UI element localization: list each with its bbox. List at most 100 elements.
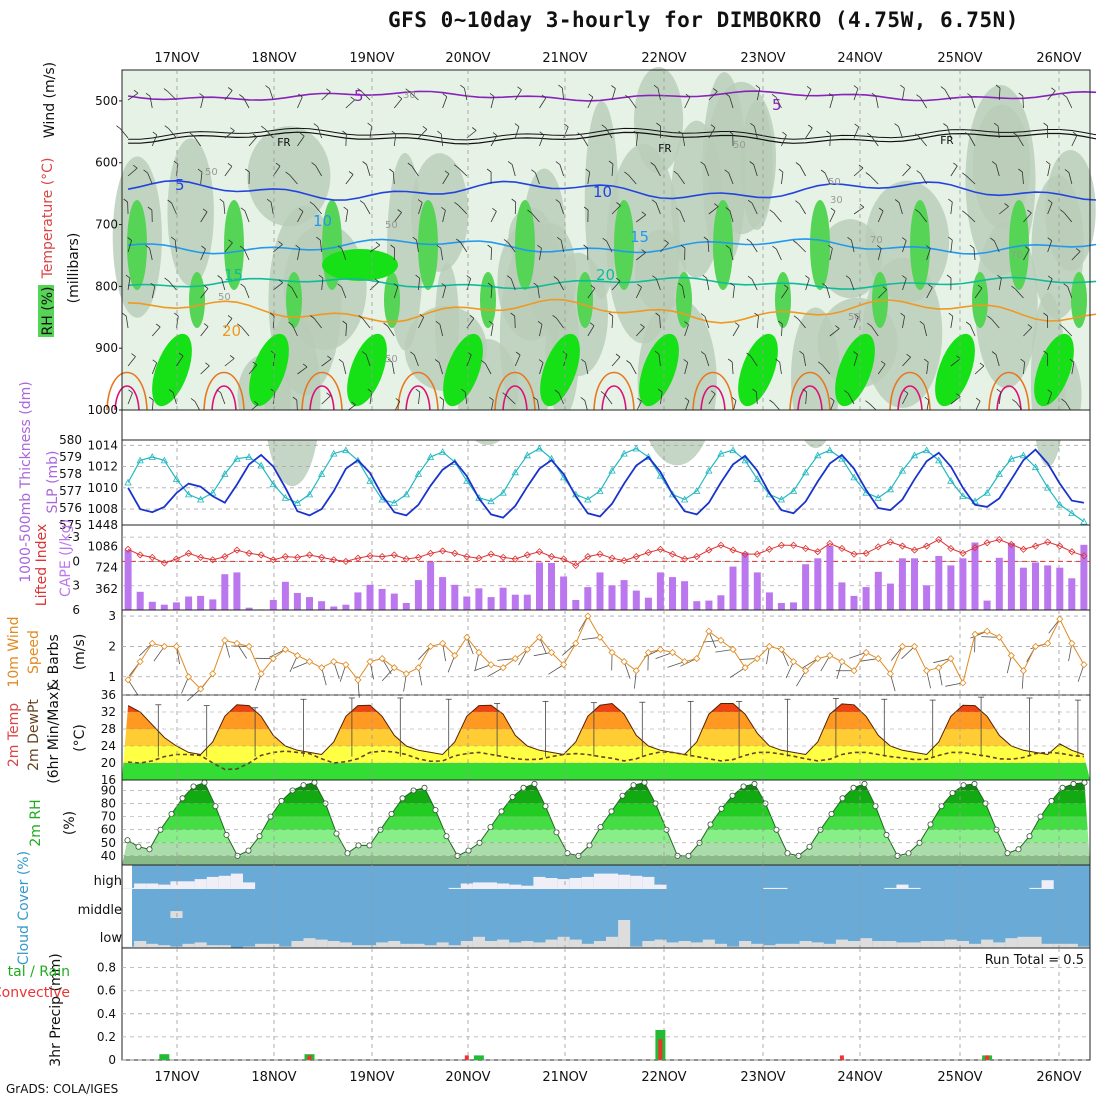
date-label-top: 26NOV bbox=[1036, 51, 1081, 66]
wind-barb-flag bbox=[845, 275, 851, 280]
cloud-bar-low bbox=[364, 945, 377, 948]
thickness-tick-label: 579 bbox=[59, 450, 82, 464]
wind-barb bbox=[1022, 95, 1024, 109]
wind-barb-flag bbox=[132, 164, 138, 169]
precip-total-bar bbox=[473, 1055, 484, 1060]
rh-marker bbox=[597, 824, 604, 831]
wind-barb-flag bbox=[292, 396, 298, 401]
wind10m-marker bbox=[1019, 667, 1028, 675]
wind-barb bbox=[657, 88, 661, 101]
wind10m-marker bbox=[366, 658, 374, 666]
wind-barb-flag bbox=[460, 388, 466, 393]
cape-bar bbox=[741, 552, 749, 610]
wind-barb-flag bbox=[948, 198, 953, 203]
rh-band bbox=[122, 855, 1090, 865]
wind-barb bbox=[708, 91, 718, 101]
cloud-bar-low bbox=[993, 942, 1006, 948]
wind10m-marker bbox=[632, 667, 640, 675]
cape-bar bbox=[523, 594, 531, 610]
wind-barb-flag bbox=[393, 283, 399, 287]
wind-barb-flag bbox=[342, 320, 347, 325]
wind10m-marker bbox=[342, 661, 350, 669]
cloud-bar-high bbox=[122, 887, 135, 889]
wind-barb bbox=[1023, 362, 1025, 375]
wind-barb-flag bbox=[640, 323, 645, 328]
wind-barb-flag bbox=[342, 130, 347, 135]
cape-li-axes: 1448 1086 724 362 -3 0 3 6 bbox=[68, 518, 118, 617]
wind-barb bbox=[167, 91, 177, 101]
wind10m-barb bbox=[933, 658, 951, 664]
cape-bar bbox=[753, 572, 761, 610]
cloud-bar-high bbox=[448, 887, 461, 889]
wind-barb bbox=[875, 96, 879, 109]
cape-bar bbox=[971, 542, 979, 610]
wind10m-marker bbox=[874, 655, 882, 663]
wind-barb-flag bbox=[466, 275, 471, 279]
rh-marker bbox=[1048, 797, 1055, 804]
lifted-index-marker bbox=[402, 555, 410, 563]
cloud-bar-high bbox=[206, 876, 219, 889]
wind10m-marker bbox=[584, 612, 592, 620]
wind-barb-flag bbox=[517, 86, 522, 91]
wind-barb bbox=[392, 171, 395, 185]
wind10m-marker bbox=[560, 661, 568, 669]
wind-barb-flag bbox=[975, 397, 981, 402]
lifted-index-marker bbox=[305, 551, 314, 559]
wind-barb bbox=[221, 278, 226, 291]
wind-barb-flag bbox=[217, 275, 222, 279]
wind-barb bbox=[581, 135, 589, 147]
wind-barb-flag bbox=[625, 94, 630, 99]
cloud-bar-high bbox=[485, 882, 498, 889]
wind-barb bbox=[342, 362, 347, 375]
cloud-bar-low bbox=[896, 942, 909, 948]
wind-barb bbox=[684, 362, 689, 375]
wind-barb-flag bbox=[829, 397, 835, 402]
wind-barb bbox=[539, 134, 545, 147]
rh-contour-label: 50 bbox=[218, 292, 231, 303]
wind10m-marker bbox=[1031, 642, 1040, 650]
wind-barb-flag bbox=[422, 125, 428, 130]
wind-barb bbox=[466, 354, 472, 367]
precip-tick-label: 0.6 bbox=[97, 984, 116, 998]
rh-high-fill bbox=[189, 272, 205, 328]
thickness-marker bbox=[148, 453, 156, 460]
wind-barb bbox=[200, 248, 206, 261]
rh-high-fill bbox=[738, 333, 778, 407]
lifted-index-marker bbox=[741, 550, 749, 558]
wind-barb-flag bbox=[637, 397, 642, 402]
rh-high-fill bbox=[384, 272, 400, 328]
wind-barb-flag bbox=[820, 169, 826, 174]
cloud-bar-low bbox=[1005, 938, 1018, 948]
date-label-top: 20NOV bbox=[445, 51, 490, 66]
wind-barb bbox=[490, 96, 495, 109]
rh-marker bbox=[168, 811, 175, 818]
cloud-bar-low bbox=[642, 941, 655, 948]
wind-barb-flag bbox=[202, 208, 208, 213]
wind-barb-flag bbox=[229, 355, 235, 359]
wind-barb-flag bbox=[515, 351, 521, 356]
temp-band bbox=[122, 703, 1090, 712]
cloud-bar-low bbox=[944, 939, 957, 948]
wind10m-barb bbox=[729, 667, 746, 678]
lifted-index-marker bbox=[995, 536, 1003, 544]
rh-high-fill bbox=[639, 333, 679, 407]
wind-barb-flag bbox=[700, 351, 706, 355]
wind-barb-flag bbox=[956, 393, 961, 397]
cloud-bar-low bbox=[1029, 936, 1042, 948]
wind-barb bbox=[127, 356, 136, 367]
wind-barb bbox=[539, 362, 544, 375]
contour-freezing-level bbox=[128, 131, 1097, 145]
lifted-index-marker bbox=[789, 541, 798, 549]
wind-barb bbox=[799, 165, 807, 177]
cape-bar bbox=[197, 595, 205, 610]
contour-wind-10 bbox=[128, 238, 1097, 255]
cloud-bar-low bbox=[787, 943, 800, 948]
wind-contour-label: 15 bbox=[630, 228, 649, 246]
wind-barb-flag bbox=[245, 168, 250, 173]
wind-barb bbox=[345, 174, 354, 185]
thickness-marker bbox=[378, 495, 386, 503]
lifted-index-marker bbox=[535, 548, 544, 556]
rh-tick-label: 80 bbox=[101, 797, 116, 811]
rh-tick-label: 40 bbox=[101, 849, 116, 863]
wind-barb-flag bbox=[1059, 209, 1065, 214]
